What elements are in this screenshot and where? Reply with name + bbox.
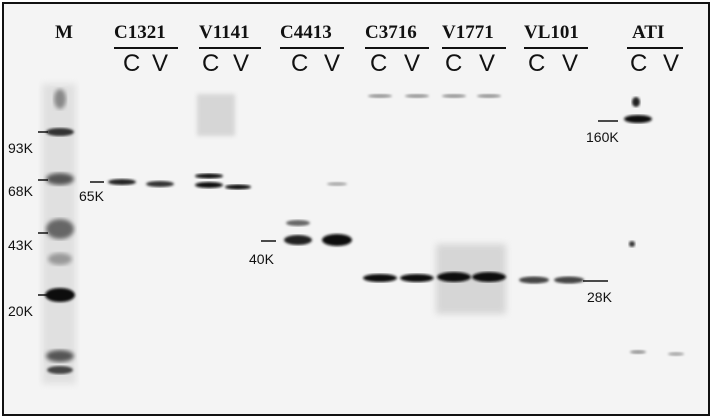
sample-label-ati: ATI bbox=[632, 22, 665, 43]
ladder-label-93k: 93K bbox=[8, 140, 33, 156]
lane-label-c3716-v: V bbox=[404, 50, 421, 77]
lane-label-vl101-v: V bbox=[562, 50, 579, 77]
gel-image-frame: M C1321 C V V1141 C V C4413 C V C3716 C … bbox=[2, 2, 710, 416]
lane-label-c4413-v: V bbox=[324, 50, 341, 77]
ladder-label-20k: 20K bbox=[8, 303, 33, 319]
sample-label-v1141: V1141 bbox=[199, 22, 250, 43]
lane-label-v1141-c: C bbox=[202, 50, 220, 77]
band-c3716 bbox=[363, 94, 434, 282]
band-v1141 bbox=[195, 94, 251, 190]
sample-label-vl101: VL101 bbox=[524, 22, 579, 43]
lane-label-c1321-c: C bbox=[123, 50, 141, 77]
sample-underline-c4413 bbox=[280, 47, 344, 49]
sample-underline-v1141 bbox=[199, 47, 261, 49]
band-label-65k: 65K bbox=[79, 188, 104, 204]
lane-label-c4413-c: C bbox=[291, 50, 309, 77]
ladder-label-68k: 68K bbox=[8, 183, 33, 199]
sample-label-c4413: C4413 bbox=[280, 22, 332, 43]
band-c1321 bbox=[108, 179, 174, 187]
lane-label-vl101-c: C bbox=[528, 50, 546, 77]
sample-underline-vl101 bbox=[524, 47, 588, 49]
sample-underline-c3716 bbox=[365, 47, 429, 49]
lane-label-c3716-c: C bbox=[370, 50, 388, 77]
sample-underline-ati bbox=[627, 47, 683, 49]
band-label-160k: 160K bbox=[586, 129, 619, 145]
ladder-label-43k: 43K bbox=[8, 237, 33, 253]
band-v1771 bbox=[436, 94, 506, 314]
marker-ladder-lane bbox=[42, 84, 76, 384]
band-c4413 bbox=[284, 182, 352, 246]
band-label-28k: 28K bbox=[587, 289, 612, 305]
lane-label-ati-v: V bbox=[663, 50, 680, 77]
lane-label-ati-c: C bbox=[630, 50, 648, 77]
lane-label-v1771-v: V bbox=[479, 50, 496, 77]
sample-underline-v1771 bbox=[442, 47, 506, 49]
gel-bands bbox=[38, 84, 684, 384]
lane-label-v1141-v: V bbox=[233, 50, 250, 77]
sample-underline-c1321 bbox=[114, 47, 178, 49]
band-vl101 bbox=[519, 276, 584, 284]
marker-lane-label: M bbox=[55, 22, 73, 43]
sample-label-c1321: C1321 bbox=[114, 22, 166, 43]
sample-label-v1771: V1771 bbox=[442, 22, 494, 43]
sample-label-c3716: C3716 bbox=[365, 22, 417, 43]
lane-label-v1771-c: C bbox=[445, 50, 463, 77]
lane-label-c1321-v: V bbox=[152, 50, 169, 77]
band-ati bbox=[624, 97, 684, 356]
band-label-40k: 40K bbox=[249, 251, 274, 267]
molecular-weight-ticks bbox=[38, 120, 618, 296]
